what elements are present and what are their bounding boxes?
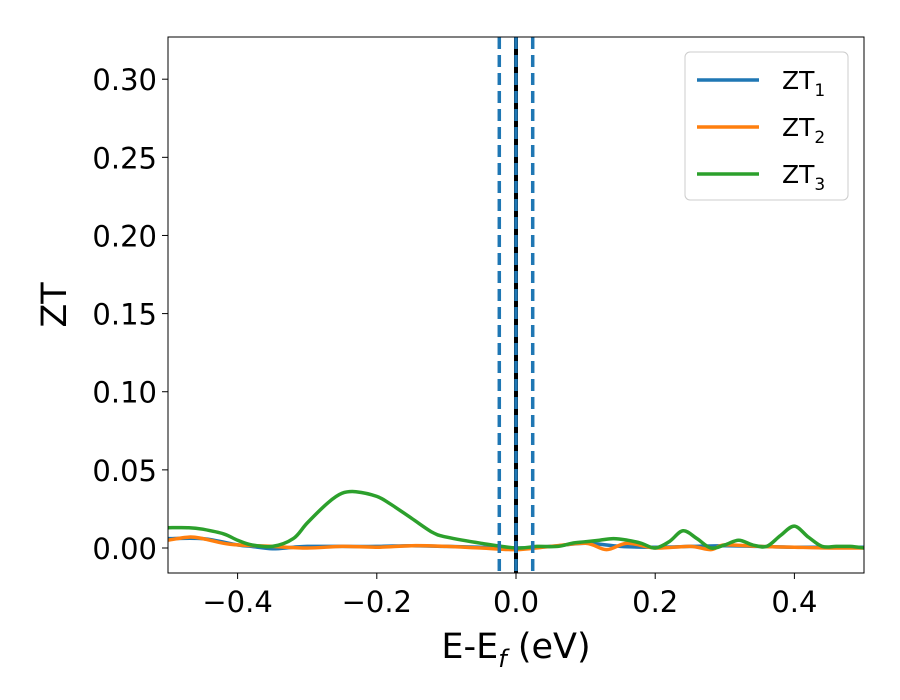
x-axis-ticks: −0.4 −0.2 0.0 0.2 0.4 bbox=[202, 573, 817, 619]
legend-box bbox=[684, 51, 849, 201]
series-line-3 bbox=[167, 489, 865, 550]
y-tick-label: 0.15 bbox=[92, 298, 157, 332]
y-tick-label: 0.05 bbox=[92, 454, 157, 488]
y-tick-label: 0.20 bbox=[92, 219, 157, 253]
y-axis-ticks: 0.00 0.05 0.10 0.15 0.20 0.25 0.30 bbox=[92, 63, 168, 566]
y-tick-label: 0.00 bbox=[92, 532, 157, 566]
x-tick-label: 0.4 bbox=[771, 585, 817, 619]
y-tick-label: 0.10 bbox=[92, 376, 157, 410]
legend-label-1: ZT1 bbox=[782, 66, 825, 101]
legend-label-2: ZT2 bbox=[782, 113, 825, 148]
y-tick-label: 0.25 bbox=[92, 141, 157, 175]
legend: ZT1 ZT2 ZT3 bbox=[684, 51, 849, 201]
x-axis-title: E-Ef (eV) bbox=[441, 627, 590, 673]
x-tick-label: 0.0 bbox=[493, 585, 539, 619]
x-tick-label: 0.2 bbox=[632, 585, 678, 619]
x-tick-label: −0.4 bbox=[202, 585, 272, 619]
y-axis-title: ZT bbox=[35, 282, 75, 328]
x-tick-label: −0.2 bbox=[342, 585, 412, 619]
y-tick-label: 0.30 bbox=[92, 63, 157, 97]
legend-label-3: ZT3 bbox=[782, 160, 825, 195]
vertical-lines-layer bbox=[497, 37, 535, 573]
